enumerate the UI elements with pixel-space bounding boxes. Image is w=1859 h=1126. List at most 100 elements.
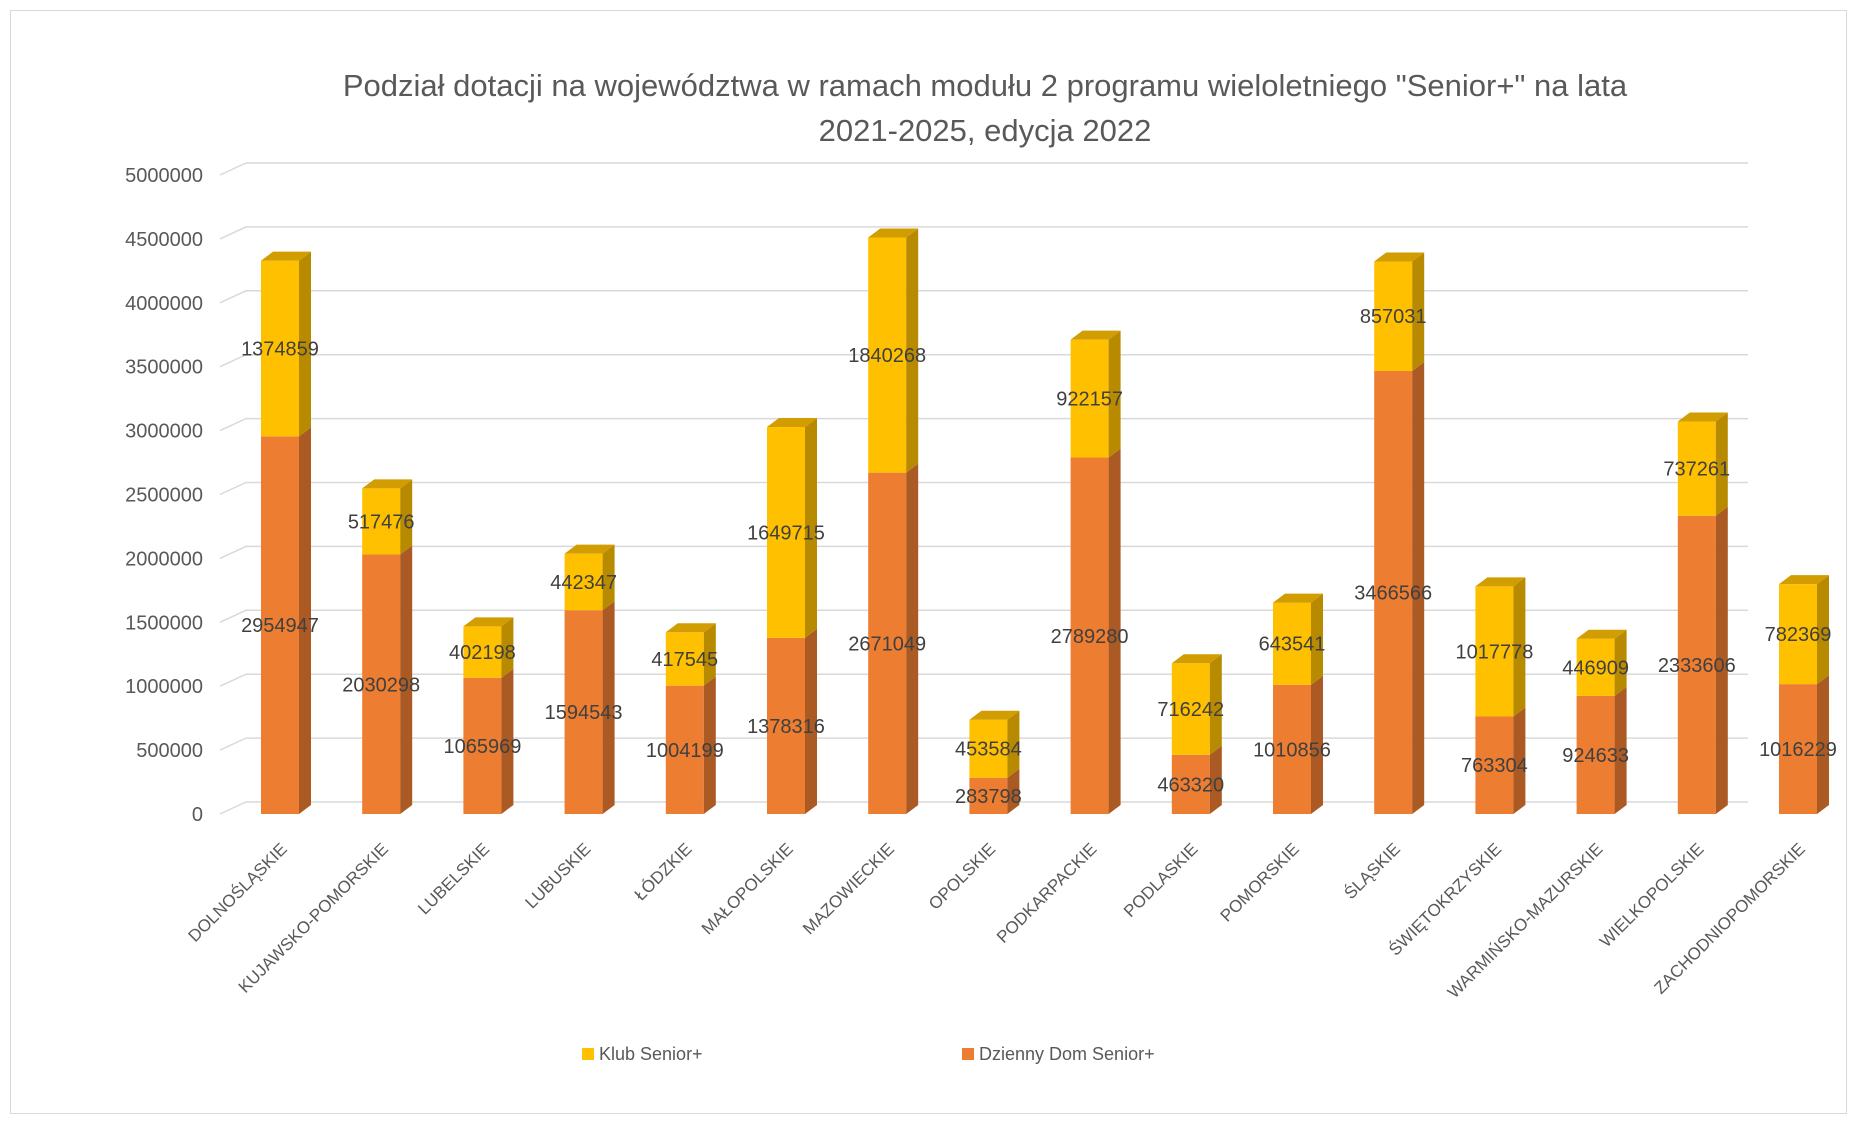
gridline [219,353,1748,368]
data-label: 517476 [348,511,415,533]
bar-side-klub-senior [299,251,311,437]
data-label: 283798 [955,786,1022,808]
bar-group-l-skie [1374,252,1425,814]
y-tick-label: 4000000 [125,293,203,315]
bar-side-klub-senior [1715,412,1728,516]
data-label: 3466566 [1354,582,1432,604]
gridline [219,481,1748,496]
bar-top-klub-senior [767,418,817,428]
bar-side-klub-senior [1209,654,1222,755]
data-labels: 2954947 1374859 2030298 517476 1065969 402198… [241,306,1837,808]
bar-klub-senior [1171,663,1210,755]
data-label: 782369 [1765,624,1832,646]
bar-side-dzienny-dom-senior [1817,675,1829,814]
data-label: 1065969 [443,736,521,758]
bar-klub-senior [1475,586,1514,717]
bar-klub-senior [1374,261,1413,371]
y-tick-label: 3000000 [125,421,203,443]
bar-side-klub-senior [703,623,716,686]
x-tick-label: DOLNOŚLĄSKIE [185,839,291,945]
x-tick-label: MAŁOPOLSKIE [698,839,797,938]
bar-group-dolno-l-skie [261,251,311,814]
bar-side-klub-senior [602,544,615,611]
bar-top-klub-senior [1779,575,1829,585]
data-label: 643541 [1259,634,1326,656]
bar-group-lubelskie [463,617,514,814]
data-label: 402198 [449,642,516,664]
gridline [219,226,1748,240]
y-tick-label: 2000000 [125,548,203,570]
bar-group-opolskie [969,710,1020,814]
bar-group-lubuskie [564,544,615,814]
data-label: 446909 [1562,657,1629,679]
legend-label: Dzienny Dom Senior+ [979,1044,1155,1064]
bar-klub-senior [362,488,401,555]
chart-title-line-2: 2021-2025, edycja 2022 [819,113,1152,148]
data-label: 1017778 [1455,641,1533,663]
y-tick-label: 5000000 [125,165,203,187]
data-label: 442347 [550,572,617,594]
bar-side-klub-senior [1614,629,1627,696]
bar-klub-senior [868,237,907,473]
bar-dzienny-dom-senior [1171,754,1210,814]
gridline [219,162,1748,176]
bar-klub-senior [1070,339,1109,458]
bar-dzienny-dom-senior [969,777,1008,814]
bar-group-zachodniopomorskie [1779,575,1829,814]
bar-dzienny-dom-senior [1374,370,1413,814]
bar-klub-senior [1677,421,1716,516]
bar-group-kujawsko-pomorskie [362,479,413,814]
y-tick-label: 500000 [136,740,203,762]
bar-dzienny-dom-senior [1677,515,1716,814]
legend-swatch [962,1048,974,1060]
data-label: 716242 [1157,699,1224,721]
bar-dzienny-dom-senior [868,472,907,814]
data-label: 2671049 [848,633,926,655]
bar-side-dzienny-dom-senior [299,427,311,814]
gridline [219,737,1748,751]
bar-side-klub-senior [1817,575,1829,685]
data-label: 1004199 [646,740,724,762]
bar-side-klub-senior [906,228,919,473]
bar-side-dzienny-dom-senior [1209,745,1222,814]
x-tick-label: PODLASKIE [1120,839,1202,921]
gridlines [219,162,1748,815]
bar-dzienny-dom-senior [261,436,299,814]
legend-swatch [582,1048,594,1060]
gridline [219,801,1748,815]
y-tick-label: 1000000 [125,676,203,698]
bar-side-klub-senior [1513,577,1526,717]
bar-group-mazowieckie [868,228,919,814]
bar-dzienny-dom-senior [1779,684,1817,814]
bar-top-klub-senior [1475,577,1526,587]
gridline [219,290,1748,304]
bar-side-klub-senior [400,479,413,555]
legend-label: Klub Senior+ [599,1044,703,1064]
y-tick-label: 0 [192,804,203,826]
data-label: 1649715 [747,522,825,544]
bar-klub-senior [767,427,805,638]
bar-side-dzienny-dom-senior [400,545,413,814]
bar-group-podkarpackie [1070,330,1121,814]
x-tick-label: POMORSKIE [1217,839,1303,925]
data-label: 1378316 [747,716,825,738]
x-tick-label: LUBUSKIE [522,839,595,912]
bar-side-klub-senior [1007,710,1020,778]
data-label: 453584 [955,739,1022,761]
bar-side-dzienny-dom-senior [602,601,615,814]
bar-top-klub-senior [1374,252,1425,262]
x-tick-label: LUBELSKIE [414,839,493,918]
chart-frame [10,10,1847,1114]
bar-group-pomorskie [1273,593,1323,814]
bar-side-klub-senior [501,617,514,678]
data-label: 857031 [1360,306,1427,328]
bar-group-wielkopolskie [1677,412,1728,814]
bar-side-klub-senior [805,418,817,638]
data-label: 1374859 [241,339,319,361]
data-label: 924633 [1562,745,1629,767]
data-label: 922157 [1056,389,1123,411]
bar-klub-senior [463,626,502,678]
bar-top-klub-senior [1576,629,1627,639]
bar-dzienny-dom-senior [1070,457,1109,814]
